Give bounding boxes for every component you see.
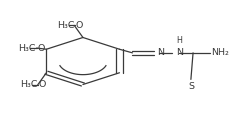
Text: H₃C: H₃C — [57, 21, 74, 30]
Text: N: N — [157, 48, 164, 57]
Text: H₃C: H₃C — [18, 44, 36, 53]
Text: N: N — [177, 48, 184, 57]
Text: O: O — [38, 44, 45, 53]
Text: H₃C: H₃C — [20, 80, 38, 89]
Text: O: O — [75, 21, 83, 30]
Text: O: O — [39, 80, 46, 89]
Text: S: S — [188, 82, 194, 91]
Text: NH₂: NH₂ — [211, 48, 229, 57]
Text: H: H — [177, 36, 182, 45]
